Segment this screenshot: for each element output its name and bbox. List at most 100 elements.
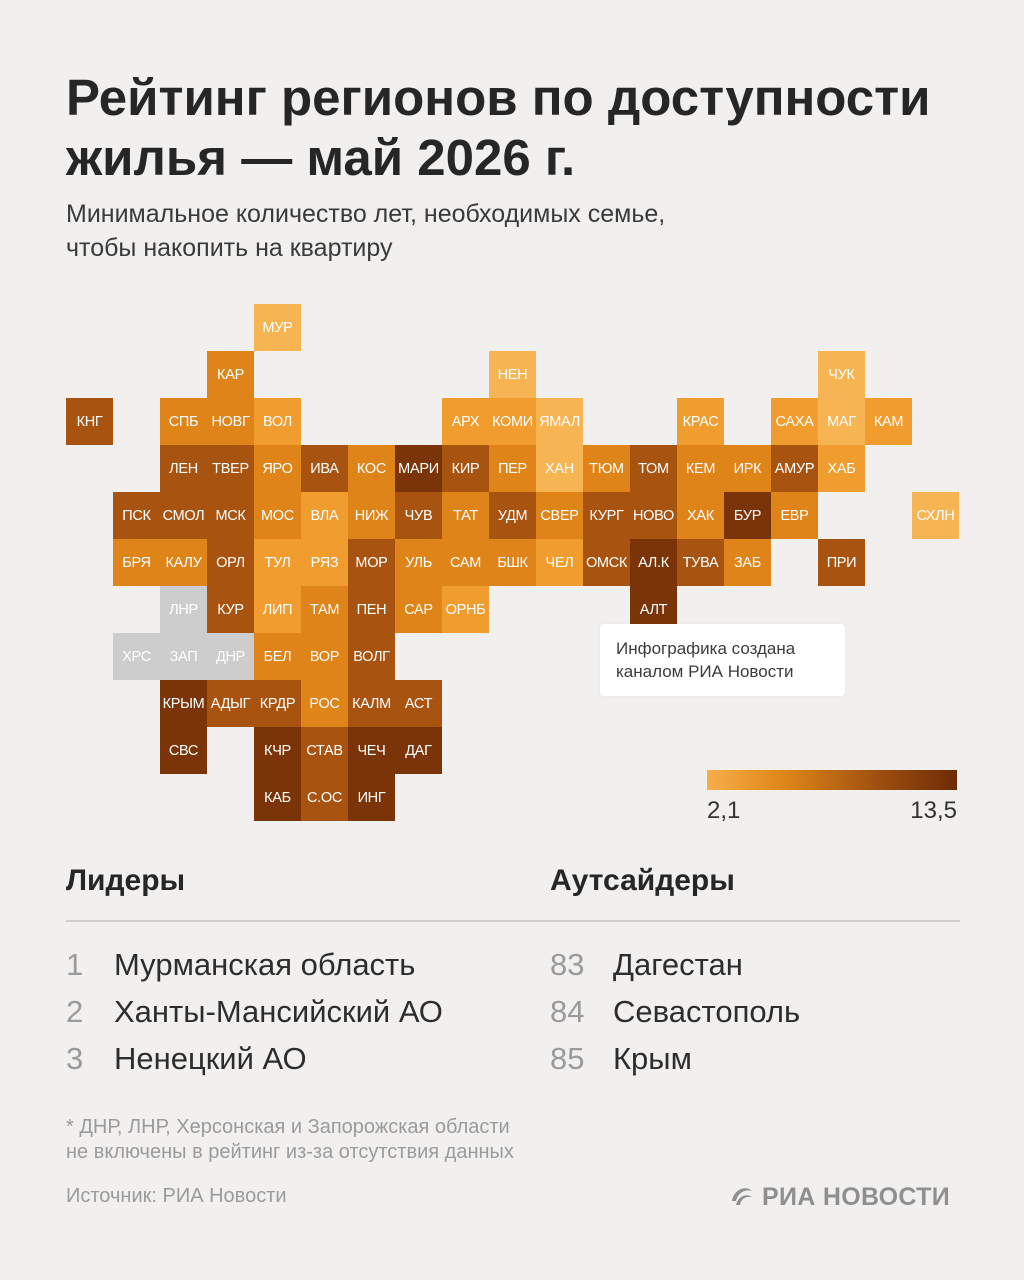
title-line-2: жилья — май 2026 г. [66,129,576,186]
region-tile-вор: ВОР [301,633,348,680]
region-tile-ирк: ИРК [724,445,771,492]
region-tile-удм: УДМ [489,492,536,539]
region-tile-ново: НОВО [630,492,677,539]
region-tile-орнб: ОРНБ [442,586,489,633]
outsider-item: 85 Крым [550,1039,692,1079]
subtitle: Минимальное количество лет, необходимых … [66,197,826,265]
callout-line-1: Инфографика создана [616,639,796,658]
title-line-1: Рейтинг регионов по доступности [66,69,931,126]
footnote: * ДНР, ЛНР, Херсонская и Запорожская обл… [66,1115,626,1165]
page-title: Рейтинг регионов по доступности жилья — … [66,68,986,188]
region-tile-ива: ИВА [301,445,348,492]
region-tile-тул: ТУЛ [254,539,301,586]
brand-logo: РИА НОВОСТИ [728,1180,950,1214]
region-tile-лен: ЛЕН [160,445,207,492]
region-tile-чук: ЧУК [818,351,865,398]
region-tile-вол: ВОЛ [254,398,301,445]
region-tile-смол: СМОЛ [160,492,207,539]
region-tile-с.ос: С.ОС [301,774,348,821]
region-tile-калу: КАЛУ [160,539,207,586]
ria-swirl-icon [728,1181,756,1214]
region-tile-маг: МАГ [818,398,865,445]
region-tile-лнр: ЛНР [160,586,207,633]
region-tile-амур: АМУР [771,445,818,492]
region-tile-инг: ИНГ [348,774,395,821]
region-tile-тюм: ТЮМ [583,445,630,492]
region-tile-нен: НЕН [489,351,536,398]
region-tile-пер: ПЕР [489,445,536,492]
region-tile-зап: ЗАП [160,633,207,680]
outsider-item: 84 Севастополь [550,992,800,1032]
region-tile-кур: КУР [207,586,254,633]
region-tile-сам: САМ [442,539,489,586]
region-tile-ал.к: АЛ.К [630,539,677,586]
region-tile-калм: КАЛМ [348,680,395,727]
region-tile-бря: БРЯ [113,539,160,586]
region-tile-чел: ЧЕЛ [536,539,583,586]
region-tile-аст: АСТ [395,680,442,727]
rank-number: 85 [550,1041,585,1076]
region-tile-днр: ДНР [207,633,254,680]
region-tile-саха: САХА [771,398,818,445]
region-tile-коми: КОМИ [489,398,536,445]
leaders-heading: Лидеры [66,864,186,897]
region-tile-мари: МАРИ [395,445,442,492]
region-tile-хак: ХАК [677,492,724,539]
region-tile-мур: МУР [254,304,301,351]
region-tile-кам: КАМ [865,398,912,445]
region-tile-кнг: КНГ [66,398,113,445]
legend-max-label: 13,5 [910,797,957,824]
region-tile-новг: НОВГ [207,398,254,445]
region-tile-кем: КЕМ [677,445,724,492]
subtitle-line-1: Минимальное количество лет, необходимых … [66,200,666,228]
region-tile-крдр: КРДР [254,680,301,727]
outsiders-heading: Аутсайдеры [550,864,735,897]
region-tile-мор: МОР [348,539,395,586]
region-tile-уль: УЛЬ [395,539,442,586]
region-name: Ханты-Мансийский АО [114,994,443,1029]
source-note: Источник: РИА Новости [66,1185,287,1207]
region-tile-каб: КАБ [254,774,301,821]
outsider-item: 83 Дагестан [550,945,743,985]
region-tile-рос: РОС [301,680,348,727]
region-tile-волг: ВОЛГ [348,633,395,680]
region-tile-хаб: ХАБ [818,445,865,492]
region-name: Ненецкий АО [114,1041,307,1076]
leader-item: 3 Ненецкий АО [66,1039,307,1079]
region-tile-спб: СПБ [160,398,207,445]
region-name: Севастополь [613,994,801,1029]
region-tile-ниж: НИЖ [348,492,395,539]
region-tile-омск: ОМСК [583,539,630,586]
region-tile-свс: СВС [160,727,207,774]
region-tile-ряз: РЯЗ [301,539,348,586]
region-tile-кар: КАР [207,351,254,398]
region-tile-лип: ЛИП [254,586,301,633]
leader-item: 1 Мурманская область [66,945,415,985]
region-tile-евр: ЕВР [771,492,818,539]
region-tile-бур: БУР [724,492,771,539]
region-tile-свер: СВЕР [536,492,583,539]
region-tile-вла: ВЛА [301,492,348,539]
legend-min-label: 2,1 [707,797,741,824]
region-tile-кчр: КЧР [254,727,301,774]
region-tile-пск: ПСК [113,492,160,539]
region-tile-крым: КРЫМ [160,680,207,727]
region-tile-адыг: АДЫГ [207,680,254,727]
region-tile-орл: ОРЛ [207,539,254,586]
rank-number: 3 [66,1041,84,1076]
rank-number: 1 [66,947,84,982]
subtitle-line-2: чтобы накопить на квартиру [66,234,393,262]
rank-number: 83 [550,947,585,982]
region-tile-бшк: БШК [489,539,536,586]
region-tile-при: ПРИ [818,539,865,586]
region-tile-мос: МОС [254,492,301,539]
region-tile-яро: ЯРО [254,445,301,492]
region-tile-сар: САР [395,586,442,633]
region-tile-схлн: СХЛН [912,492,959,539]
credit-callout: Инфографика создана каналом РИА Новости [600,624,845,696]
region-tile-пен: ПЕН [348,586,395,633]
region-tile-мск: МСК [207,492,254,539]
region-tile-хрс: ХРС [113,633,160,680]
region-name: Дагестан [613,947,743,982]
